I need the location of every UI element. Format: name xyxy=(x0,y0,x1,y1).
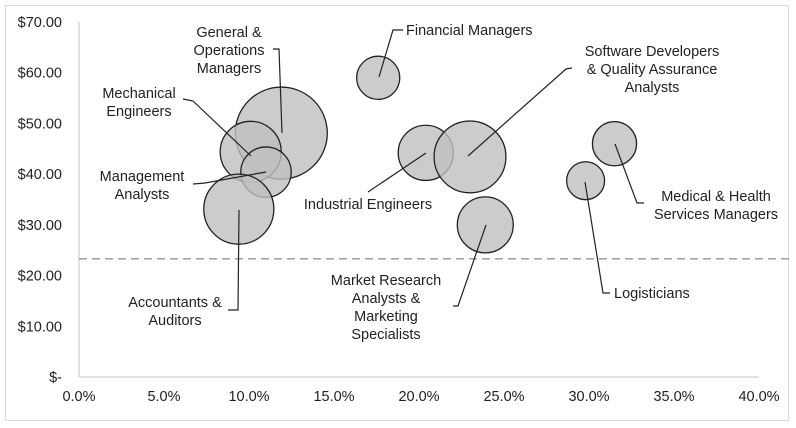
y-tick-label: $- xyxy=(49,370,62,386)
x-tick-label: 30.0% xyxy=(568,389,609,405)
x-tick-label: 10.0% xyxy=(228,389,269,405)
data-label: Mechanical xyxy=(102,86,175,102)
x-tick-label: 25.0% xyxy=(483,389,524,405)
data-label: Management xyxy=(100,169,185,185)
leader-line xyxy=(614,143,644,204)
leader-line xyxy=(584,181,610,294)
x-tick-label: 35.0% xyxy=(653,389,694,405)
data-label: Market Research xyxy=(331,273,441,289)
data-label: Financial Managers xyxy=(406,23,533,39)
chart-frame xyxy=(5,5,789,421)
leader-line xyxy=(182,98,252,157)
x-tick-label: 0.0% xyxy=(62,389,95,405)
data-label: General & xyxy=(196,25,262,41)
leader-line xyxy=(192,171,267,185)
data-label: Industrial Engineers xyxy=(304,197,432,213)
bubble xyxy=(591,121,638,167)
data-label: Medical & Health xyxy=(661,189,771,205)
data-label: Accountants & xyxy=(128,295,222,311)
leader-line xyxy=(378,29,403,78)
y-tick-label: $50.00 xyxy=(18,116,62,132)
y-tick-label: $30.00 xyxy=(18,218,62,234)
y-tick-label: $40.00 xyxy=(18,167,62,183)
y-tick-label: $10.00 xyxy=(18,319,62,335)
data-label: Services Managers xyxy=(654,207,778,223)
data-label: Specialists xyxy=(351,327,420,343)
x-tick-label: 20.0% xyxy=(398,389,439,405)
data-label: Analysts xyxy=(115,187,170,203)
y-tick-label: $20.00 xyxy=(18,269,62,285)
data-label: Auditors xyxy=(148,313,201,329)
bubble xyxy=(565,161,606,201)
data-label: Software Developers xyxy=(585,44,720,60)
data-label: Engineers xyxy=(106,104,171,120)
data-label: Analysts & xyxy=(352,291,421,307)
leader-line xyxy=(453,224,487,307)
y-tick-label: $70.00 xyxy=(18,15,62,31)
leader-line xyxy=(228,209,240,311)
data-label: Analysts xyxy=(625,80,680,96)
x-tick-label: 40.0% xyxy=(738,389,779,405)
y-tick-label: $60.00 xyxy=(18,66,62,82)
data-label: Marketing xyxy=(354,309,418,325)
data-label: & Quality Assurance xyxy=(587,62,718,78)
bubble xyxy=(456,196,514,254)
data-label: Logisticians xyxy=(614,286,690,302)
bubble xyxy=(355,55,401,101)
leader-line xyxy=(467,67,573,157)
x-tick-label: 5.0% xyxy=(147,389,180,405)
leader-line xyxy=(367,152,427,193)
data-label: Operations xyxy=(194,43,265,59)
leader-line xyxy=(273,48,283,134)
data-label: Managers xyxy=(197,61,261,77)
x-tick-label: 15.0% xyxy=(313,389,354,405)
